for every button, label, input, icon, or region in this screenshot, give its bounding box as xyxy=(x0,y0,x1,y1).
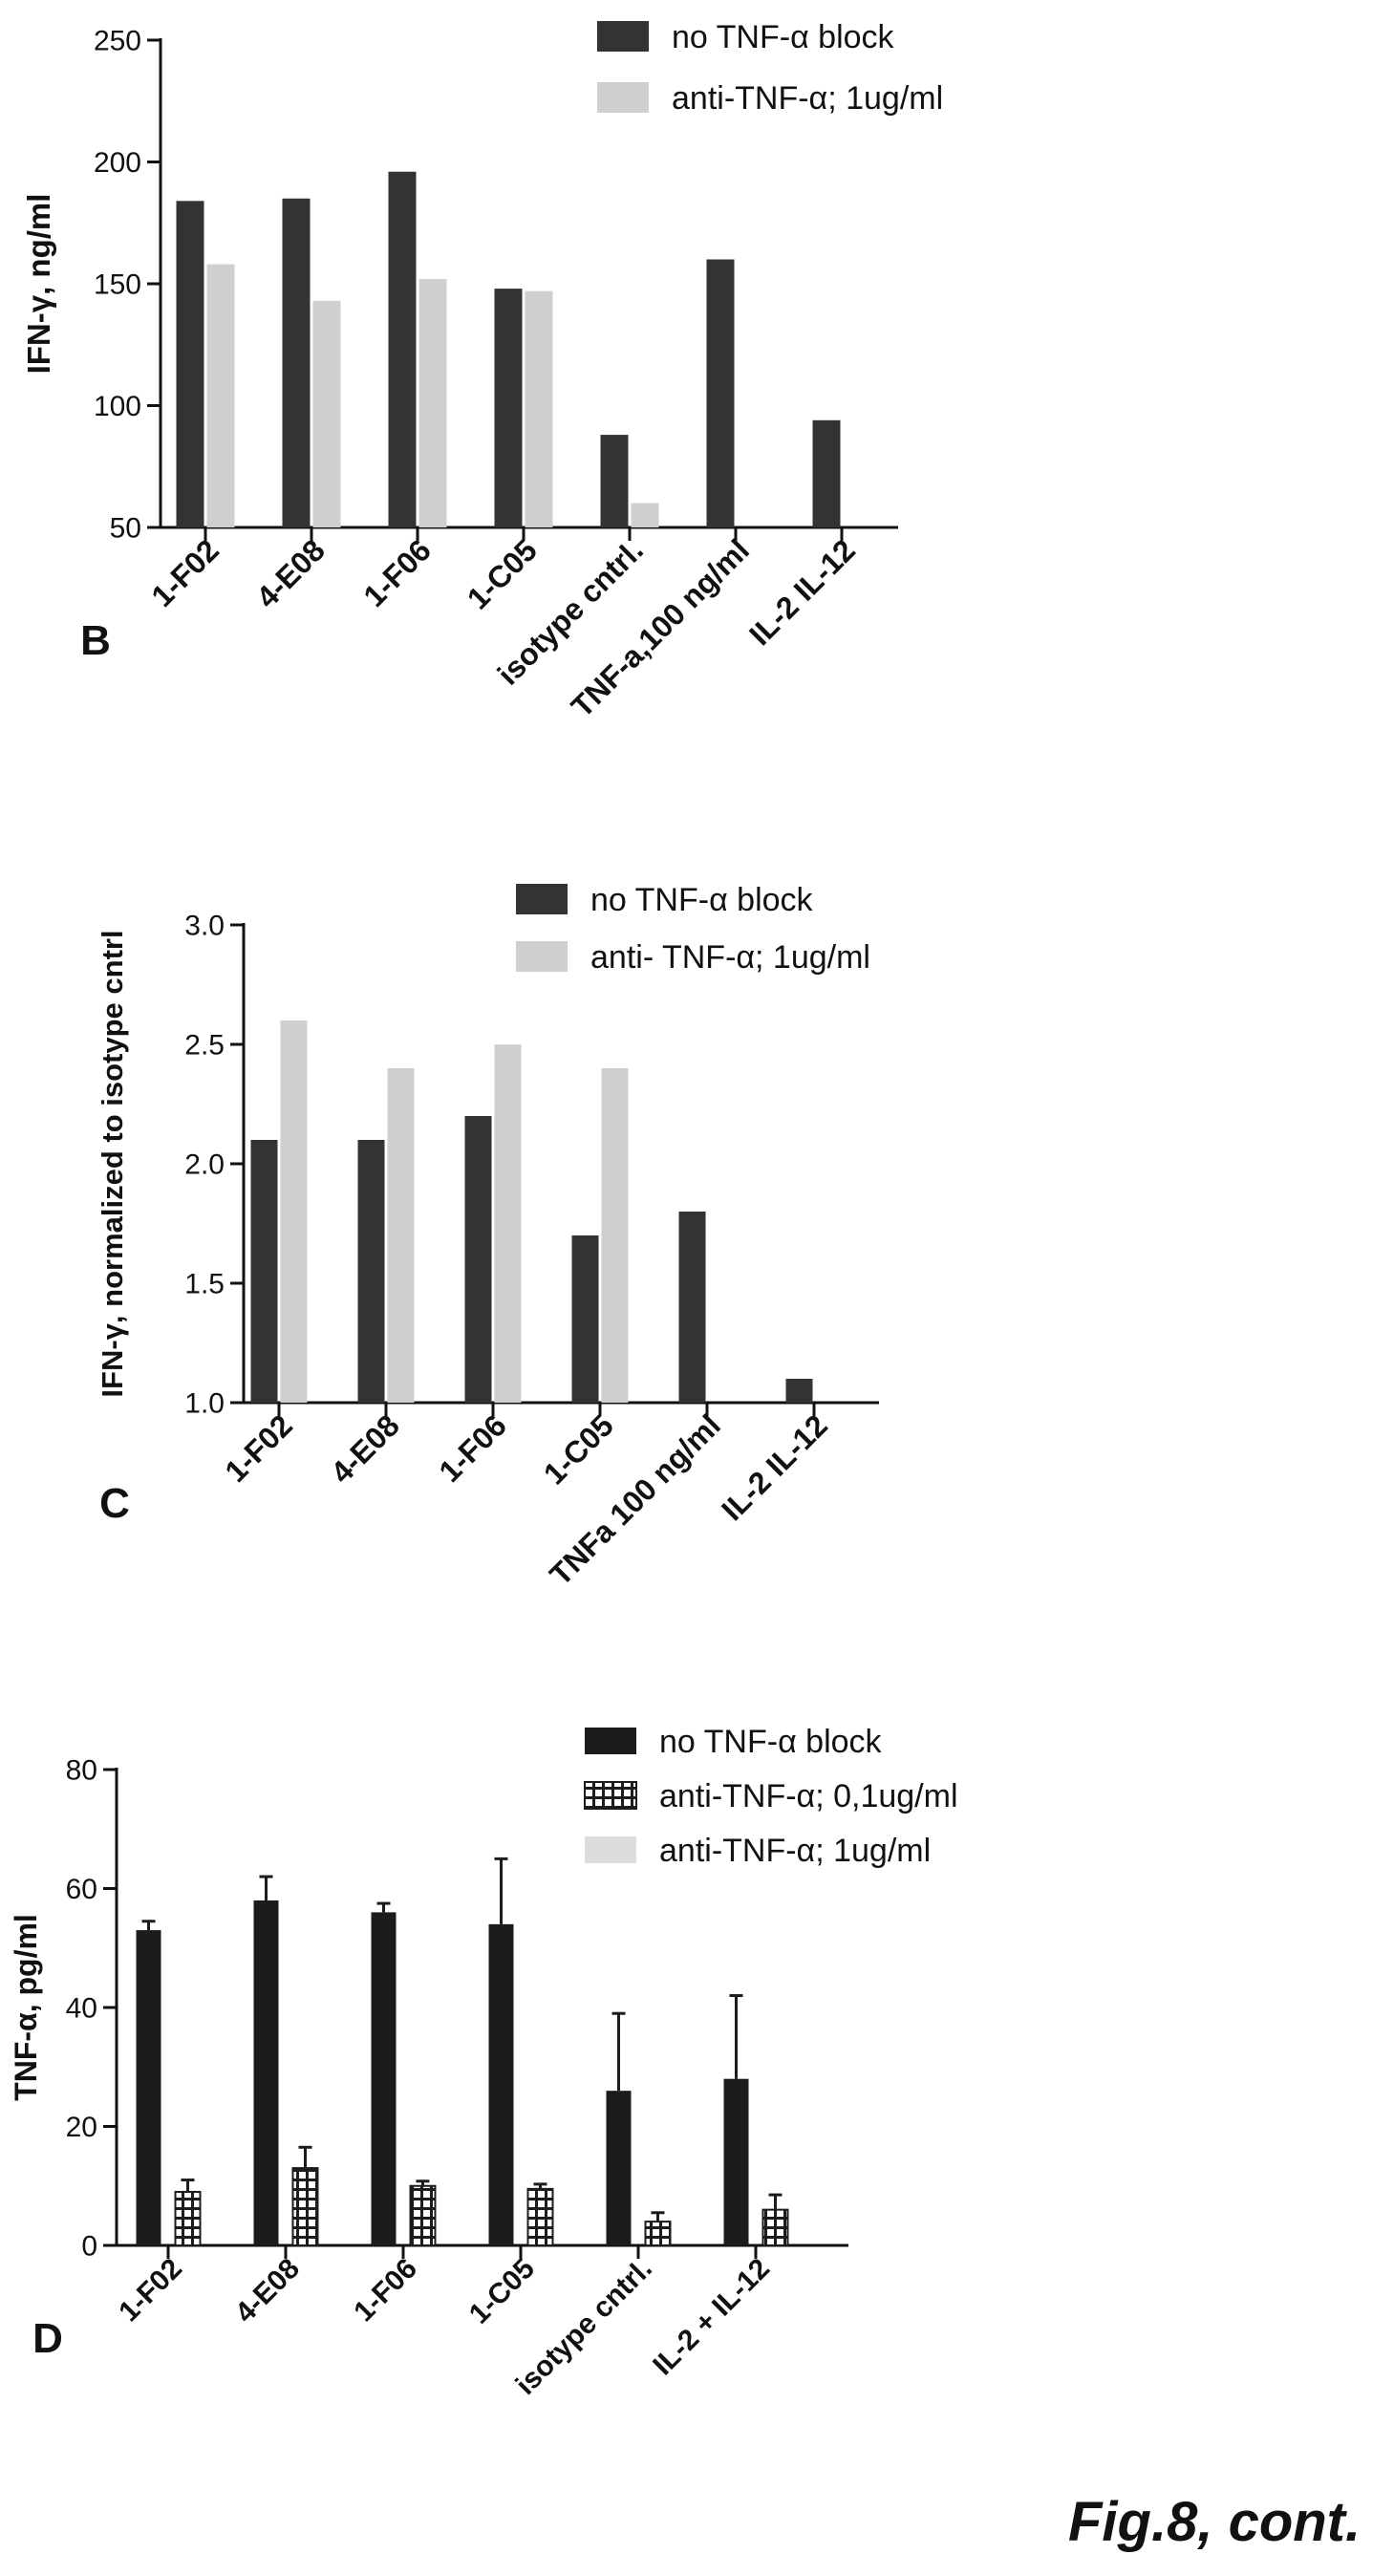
legend-swatch xyxy=(516,941,568,972)
bar xyxy=(388,171,417,527)
legend-label: no TNF-α block xyxy=(659,1724,883,1760)
bar xyxy=(418,278,447,527)
x-tick-label: 4-E08 xyxy=(229,2253,306,2329)
x-tick-label: 4-E08 xyxy=(249,532,332,614)
y-tick-label: 250 xyxy=(94,26,141,57)
bar xyxy=(250,1140,278,1403)
figure-caption: Fig.8, cont. xyxy=(1068,2491,1362,2553)
legend-label: no TNF-α block xyxy=(672,19,895,55)
x-tick-label: TNF-a,100 ng/ml xyxy=(565,532,756,723)
bar xyxy=(812,419,841,527)
y-tick-label: 2.5 xyxy=(184,1030,225,1062)
bar xyxy=(206,264,235,527)
y-tick-label: 40 xyxy=(66,1993,97,2025)
bar xyxy=(678,1212,706,1403)
y-tick-label: 50 xyxy=(110,513,141,545)
bar xyxy=(761,2208,789,2246)
legend-label: no TNF-α block xyxy=(590,882,814,918)
legend-swatch xyxy=(585,1728,636,1754)
legend-label: anti-TNF-α; 1ug/ml xyxy=(659,1833,931,1869)
panel-c-chart: 1.0 1.5 2.0 2.5 3.0 IFN-γ, normalized to isot… xyxy=(96,882,879,1592)
bar xyxy=(488,1923,514,2245)
bar xyxy=(387,1068,415,1403)
bar xyxy=(571,1235,599,1403)
y-tick-label: 200 xyxy=(94,147,141,179)
y-axis-label: IFN-γ, ng/ml xyxy=(21,194,56,375)
x-tick-label: 1-F02 xyxy=(144,532,225,613)
y-tick-label: 100 xyxy=(94,391,141,422)
bar xyxy=(136,1930,161,2245)
bar xyxy=(600,435,629,527)
x-tick-label: IL-2 + IL-12 xyxy=(647,2253,776,2382)
bar xyxy=(525,290,553,527)
bar xyxy=(494,1044,522,1403)
x-tick-label: 1-C05 xyxy=(537,1407,620,1491)
x-tick-label: IL-2 IL-12 xyxy=(742,532,862,652)
bar xyxy=(644,2221,672,2247)
bar xyxy=(631,503,659,527)
bar xyxy=(312,300,341,527)
x-tick-label: 1-F06 xyxy=(356,532,438,613)
bar xyxy=(526,2187,554,2247)
bar xyxy=(464,1116,492,1403)
y-tick-label: 1.5 xyxy=(184,1269,225,1300)
x-tick-label: IL-2 IL-12 xyxy=(715,1407,834,1527)
y-tick-label: 150 xyxy=(94,269,141,301)
bar xyxy=(494,289,523,527)
bar xyxy=(706,259,735,527)
x-tick-label: 1-C05 xyxy=(463,2253,541,2330)
bar xyxy=(606,2091,632,2245)
bar xyxy=(280,1020,308,1403)
x-tick-label: 1-F02 xyxy=(218,1407,299,1489)
legend-swatch xyxy=(597,21,649,52)
bar xyxy=(601,1068,629,1403)
legend-swatch xyxy=(516,884,568,914)
legend-swatch xyxy=(585,1836,636,1863)
panel-label: C xyxy=(99,1480,130,1527)
bar xyxy=(723,2078,749,2245)
bar xyxy=(371,1912,397,2245)
bar xyxy=(176,201,204,528)
legend-label: anti-TNF-α; 1ug/ml xyxy=(672,80,943,117)
panel-b-chart: 50 100 150 200 250 IFN-γ, ng/ml 1-F02 4-E08 1-F0… xyxy=(21,19,943,724)
legend-swatch xyxy=(597,82,649,113)
panel-d-chart: 0 20 40 60 80 TNF-α, pg/ml 1-F02 4-E08 1-F06 1-C0… xyxy=(9,1724,958,2401)
y-tick-label: 0 xyxy=(81,2231,97,2263)
legend-label: anti- TNF-α; 1ug/ml xyxy=(590,939,870,976)
bar xyxy=(253,1900,279,2245)
bar xyxy=(409,2184,437,2246)
x-tick-label: 4-E08 xyxy=(324,1407,406,1490)
panel-label: B xyxy=(80,617,111,664)
legend-label: anti-TNF-α; 0,1ug/ml xyxy=(659,1778,958,1814)
bar xyxy=(174,2190,202,2247)
bar xyxy=(357,1140,385,1403)
legend-swatch xyxy=(584,1781,637,1810)
bar xyxy=(291,2167,319,2246)
x-tick-label: 1-F02 xyxy=(113,2253,188,2329)
y-axis-label: IFN-γ, normalized to isotype cntrl xyxy=(96,930,129,1397)
panel-label: D xyxy=(32,2315,63,2362)
bar xyxy=(282,198,311,527)
y-tick-label: 20 xyxy=(66,2112,97,2143)
x-tick-label: 1-F06 xyxy=(432,1407,513,1489)
y-tick-label: 2.0 xyxy=(184,1149,225,1181)
y-tick-label: 80 xyxy=(66,1755,97,1787)
y-tick-label: 3.0 xyxy=(184,911,225,942)
x-tick-label: 1-F06 xyxy=(348,2253,423,2329)
x-tick-label: 1-C05 xyxy=(461,532,544,615)
y-axis-label: TNF-α, pg/ml xyxy=(9,1914,43,2101)
y-tick-label: 1.0 xyxy=(184,1388,225,1420)
bar xyxy=(785,1379,813,1403)
y-tick-label: 60 xyxy=(66,1874,97,1905)
